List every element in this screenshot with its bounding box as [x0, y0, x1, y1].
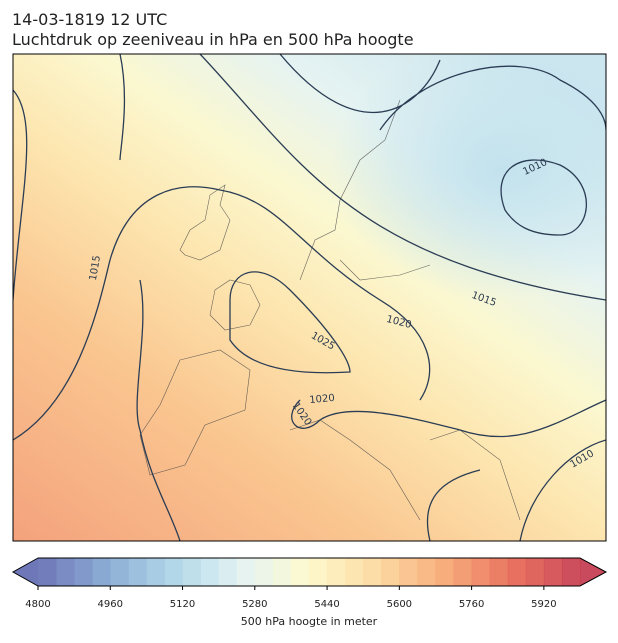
colorbar-tick-label: 5280: [242, 599, 267, 610]
colorbar-box: [435, 558, 455, 586]
colorbar-box: [453, 558, 473, 586]
colorbar-box: [110, 558, 129, 586]
colorbar-tick-label: 5920: [531, 599, 556, 610]
colorbar-box: [345, 558, 364, 586]
colorbar-box: [146, 558, 165, 586]
colorbar-box: [74, 558, 93, 586]
colorbar-box: [381, 558, 400, 586]
colorbar-box: [525, 558, 545, 586]
colorbar-box: [363, 558, 382, 586]
colorbar-box: [417, 558, 436, 586]
colorbar-box: [164, 558, 184, 586]
colorbar-box: [38, 558, 57, 586]
colorbar-box: [92, 558, 111, 586]
subtitle: Luchtdruk op zeeniveau in hPa en 500 hPa…: [12, 30, 414, 49]
colorbar-box: [254, 558, 274, 586]
colorbar-outline: [11, 557, 608, 587]
colorbar-box: [507, 558, 527, 586]
colorbar-box: [561, 558, 581, 586]
low-area: [330, 54, 606, 300]
colorbar-box: [489, 558, 509, 586]
colorbar-extend-low: [13, 558, 38, 586]
colorbar-box: [543, 558, 563, 586]
contour-label: 1020: [309, 393, 335, 406]
colorbar-tick-label: 5440: [314, 599, 339, 610]
colorbar-tick-label: 5760: [459, 599, 484, 610]
colorbar-box: [290, 558, 310, 586]
colorbar-box: [309, 558, 328, 586]
map-frame: [12, 53, 607, 542]
colorbar-box: [182, 558, 202, 586]
colorbar-tick-label: 4960: [98, 599, 123, 610]
colorbar-box: [236, 558, 256, 586]
title: 14-03-1819 12 UTC: [12, 10, 167, 29]
isobar: [13, 54, 606, 541]
colorbar-extend-high: [580, 558, 606, 586]
colorbar-tick-label: 5120: [170, 599, 195, 610]
colorbar-tick-label: 4800: [25, 599, 50, 610]
colorbar-box: [128, 558, 147, 586]
colorbar-box: [56, 558, 75, 586]
coastline: [139, 99, 521, 521]
colorbar-box: [399, 558, 418, 586]
colorbar-box: [200, 558, 220, 586]
colorbar-tick-label: 5600: [387, 599, 412, 610]
colorbar-box: [471, 558, 491, 586]
map: [13, 54, 606, 541]
contour-label: 1015: [88, 255, 103, 282]
colorbar-label: 500 hPa hoogte in meter: [241, 615, 378, 628]
colorbar-box: [272, 558, 292, 586]
colorbar-box: [327, 558, 346, 586]
colorbar-box: [218, 558, 238, 586]
